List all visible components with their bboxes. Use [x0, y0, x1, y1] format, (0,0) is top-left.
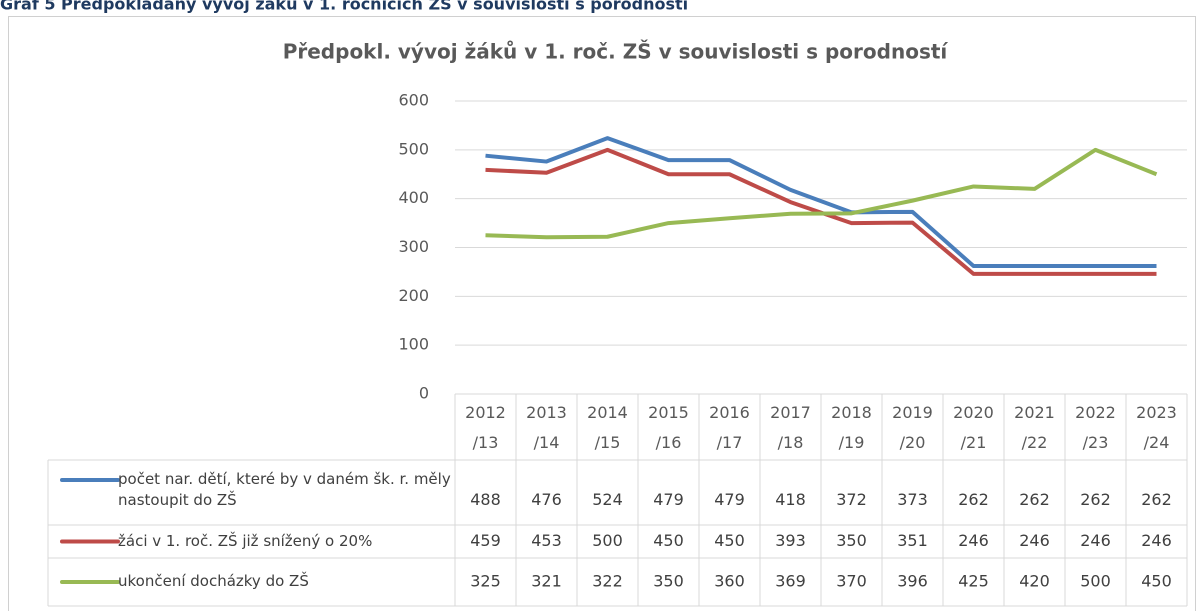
y-tick-label: 200	[398, 286, 429, 305]
table-value: 246	[1141, 531, 1172, 550]
table-value: 488	[470, 490, 501, 509]
x-tick-label: 2020/21	[953, 403, 994, 452]
series-line	[485, 147, 1158, 240]
table-value: 420	[1019, 572, 1050, 591]
y-tick-label: 0	[419, 384, 429, 403]
caption: Graf 5 Předpokládaný vývoj žáků v 1. roč…	[0, 0, 690, 14]
table-value: 360	[714, 572, 745, 591]
x-tick-label: 2013/14	[526, 403, 567, 452]
chart-title: Předpokl. vývoj žáků v 1. roč. ZŠ v souv…	[283, 40, 949, 64]
chart-border	[8, 16, 1196, 611]
table-value: 479	[653, 490, 684, 509]
table-value: 418	[775, 490, 806, 509]
x-tick-label: 2016/17	[709, 403, 750, 452]
table-value: 450	[1141, 572, 1172, 591]
table-value: 325	[470, 572, 501, 591]
table-value: 321	[531, 572, 562, 591]
table-value: 262	[958, 490, 989, 509]
series-line	[485, 136, 1157, 269]
x-tick-label: 2014/15	[587, 403, 628, 452]
table-value: 373	[897, 490, 928, 509]
table-value: 524	[592, 490, 623, 509]
table-value: 246	[1019, 531, 1050, 550]
y-tick-label: 100	[398, 335, 429, 354]
table-value: 262	[1080, 490, 1111, 509]
x-tick-label: 2015/16	[648, 403, 689, 452]
table-value: 500	[592, 531, 623, 550]
table-value: 396	[897, 572, 928, 591]
table-value: 500	[1080, 572, 1111, 591]
x-tick-label: 2021/22	[1014, 403, 1055, 452]
y-tick-label: 600	[398, 91, 429, 110]
table-value: 262	[1019, 490, 1050, 509]
legend-label-box: žáci v 1. roč. ZŠ již snížený o 20%	[118, 531, 373, 550]
table-value: 372	[836, 490, 867, 509]
legend-label: žáci v 1. roč. ZŠ již snížený o 20%	[118, 531, 373, 550]
table-value: 425	[958, 572, 989, 591]
x-tick-label: 2019/20	[892, 403, 933, 452]
table-value: 351	[897, 531, 928, 550]
table-value: 246	[1080, 531, 1111, 550]
x-tick-label: 2023/24	[1136, 403, 1177, 452]
x-tick-label: 2018/19	[831, 403, 872, 452]
table-value: 369	[775, 572, 806, 591]
y-tick-label: 300	[398, 237, 429, 256]
table-value: 459	[470, 531, 501, 550]
legend-label-box: ukončení docházky do ZŠ	[118, 572, 309, 590]
table-value: 370	[836, 572, 867, 591]
table-value: 479	[714, 490, 745, 509]
table-value: 350	[653, 572, 684, 591]
x-tick-label: 2012/13	[465, 403, 506, 452]
y-tick-label: 500	[398, 139, 429, 158]
legend-label: ukončení docházky do ZŠ	[118, 572, 309, 590]
legend-label: počet nar. dětí, které by v daném šk. r.…	[118, 470, 451, 509]
table-value: 450	[714, 531, 745, 550]
table-value: 246	[958, 531, 989, 550]
x-tick-label: 2017/18	[770, 403, 811, 452]
table-value: 393	[775, 531, 806, 550]
table-value: 322	[592, 572, 623, 591]
y-tick-label: 400	[398, 188, 429, 207]
table-value: 453	[531, 531, 562, 550]
legend-label-box: počet nar. dětí, které by v daném šk. r.…	[118, 470, 451, 509]
table-value: 450	[653, 531, 684, 550]
table-value: 262	[1141, 490, 1172, 509]
table-value: 350	[836, 531, 867, 550]
x-tick-label: 2022/23	[1075, 403, 1116, 452]
table-value: 476	[531, 490, 562, 509]
